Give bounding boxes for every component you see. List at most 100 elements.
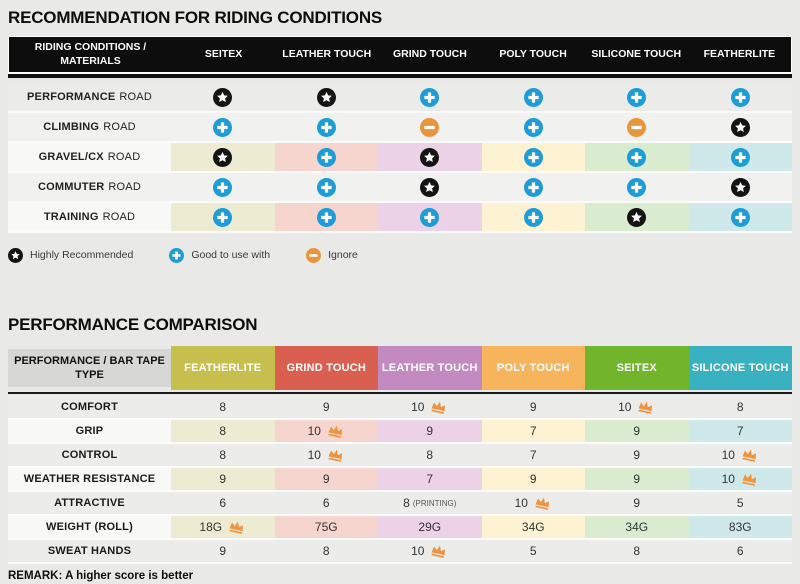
score-cell: 8 <box>689 396 793 418</box>
rating-cell <box>689 113 793 141</box>
row-label-bold: PERFORMANCE <box>27 91 116 103</box>
score-value: 6 <box>219 496 227 510</box>
row-label-bold: TRAINING <box>43 211 99 223</box>
score-cell: 9 <box>585 420 689 442</box>
rating-cell <box>481 143 585 171</box>
plus-icon <box>169 247 185 263</box>
plus-icon <box>420 87 440 107</box>
score-value: 9 <box>633 448 641 462</box>
score-cell: 7 <box>378 468 482 490</box>
score-cell: 9 <box>481 468 585 490</box>
score-cell: 34G <box>585 516 689 538</box>
row-label-rest: ROAD <box>107 151 141 163</box>
score-cell: 9 <box>585 444 689 466</box>
score-cell: 10 <box>585 396 689 418</box>
row-label-rest: ROAD <box>103 121 136 133</box>
header-divider-black <box>8 74 792 78</box>
score-cell: 8 <box>585 540 689 562</box>
score-value: 7 <box>529 424 537 438</box>
rating-cell <box>274 143 378 171</box>
table-row: WEIGHT (ROLL) 18G 75G 29G 34G 34G 83G <box>8 516 792 540</box>
rating-cell <box>171 143 275 171</box>
crown-icon <box>326 448 345 463</box>
row-label: COMMUTER ROAD <box>8 173 171 201</box>
score-cell: 8 <box>171 444 275 466</box>
table-row: TRAINING ROAD <box>8 203 792 233</box>
score-cell: 10 <box>378 396 482 418</box>
riding-conditions-table: RIDING CONDITIONS / MATERIALS SEITEX LEATH… <box>8 36 792 233</box>
score-value: 9 <box>633 424 641 438</box>
row-label: CLIMBING ROAD <box>8 113 171 141</box>
performance-comparison-table: PERFORMANCE / BAR TAPE TYPE FEATHERLITE GR… <box>8 346 792 564</box>
score-value: 7 <box>736 424 744 438</box>
score-value: 9 <box>322 472 330 486</box>
header-divider-white <box>8 72 792 74</box>
column-header: LEATHER TOUCH <box>282 47 372 60</box>
crown-icon <box>533 496 552 511</box>
crown-icon <box>429 400 448 415</box>
crown-icon <box>636 400 655 415</box>
score-value: 29G <box>418 520 442 534</box>
table-row: WEATHER RESISTANCE 9 9 7 9 9 10 <box>8 468 792 492</box>
score-value: 10 <box>721 448 735 462</box>
score-cell: 10 <box>688 468 792 490</box>
plus-icon <box>316 177 336 197</box>
rating-cell <box>585 143 689 171</box>
plus-icon <box>627 177 647 197</box>
rating-cell <box>688 143 792 171</box>
rating-cell <box>171 113 275 141</box>
plus-icon <box>730 87 750 107</box>
score-cell: 9 <box>171 540 275 562</box>
rating-cell <box>171 83 275 111</box>
table-row: CLIMBING ROAD <box>8 113 792 143</box>
plus-icon <box>213 117 233 137</box>
plus-icon <box>730 207 750 227</box>
riding-header-corner: RIDING CONDITIONS / MATERIALS <box>34 41 147 67</box>
column-header: SEITEX <box>204 47 243 60</box>
column-header: FEATHERLITE <box>703 47 776 60</box>
score-value: 9 <box>219 544 227 558</box>
star-icon <box>8 247 23 263</box>
table-row: COMFORT 8 9 10 9 10 8 <box>8 396 792 420</box>
rating-cell <box>171 203 275 231</box>
rating-cell <box>688 203 792 231</box>
rating-cell <box>585 113 689 141</box>
score-cell: 7 <box>688 420 792 442</box>
score-value: 8 <box>219 400 227 414</box>
score-cell: 18G <box>171 516 275 538</box>
score-value: 10 <box>514 496 528 510</box>
riding-conditions-table-body: PERFORMANCE ROAD CLIMBING ROAD GRAVEL/CX ROAD… <box>8 83 792 233</box>
rating-cell <box>482 173 586 201</box>
score-cell: 10 <box>275 444 379 466</box>
minus-icon <box>420 117 440 137</box>
score-value: 10 <box>411 544 425 558</box>
score-value: 34G <box>625 520 649 534</box>
plus-icon <box>316 207 336 227</box>
star-icon <box>213 147 233 167</box>
plus-icon <box>523 177 543 197</box>
score-cell: 9 <box>585 468 689 490</box>
table-row: COMMUTER ROAD <box>8 173 792 203</box>
minus-icon <box>627 117 647 137</box>
row-label: COMFORT <box>60 401 118 413</box>
plus-icon <box>523 147 543 167</box>
column-header: POLY TOUCH <box>499 47 567 60</box>
crown-icon <box>429 544 448 559</box>
legend-label: Good to use with <box>191 249 271 261</box>
score-cell: 34G <box>481 516 585 538</box>
score-cell: 10 <box>689 444 793 466</box>
row-label-rest: ROAD <box>119 91 152 103</box>
score-value: 8 <box>219 448 227 462</box>
star-icon <box>627 207 647 227</box>
score-value: 9 <box>529 472 537 486</box>
column-header: POLY TOUCH <box>481 346 585 390</box>
score-cell: 8 <box>275 540 379 562</box>
score-value: 8 <box>322 544 330 558</box>
score-cell: 7 <box>481 420 585 442</box>
score-cell: 8 <box>171 396 275 418</box>
plus-icon <box>316 117 336 137</box>
rating-cell <box>689 173 793 201</box>
column-header: SILICONE TOUCH <box>688 346 792 390</box>
row-label: SWEAT HANDS <box>47 545 132 557</box>
row-label: GRIP <box>75 425 104 437</box>
